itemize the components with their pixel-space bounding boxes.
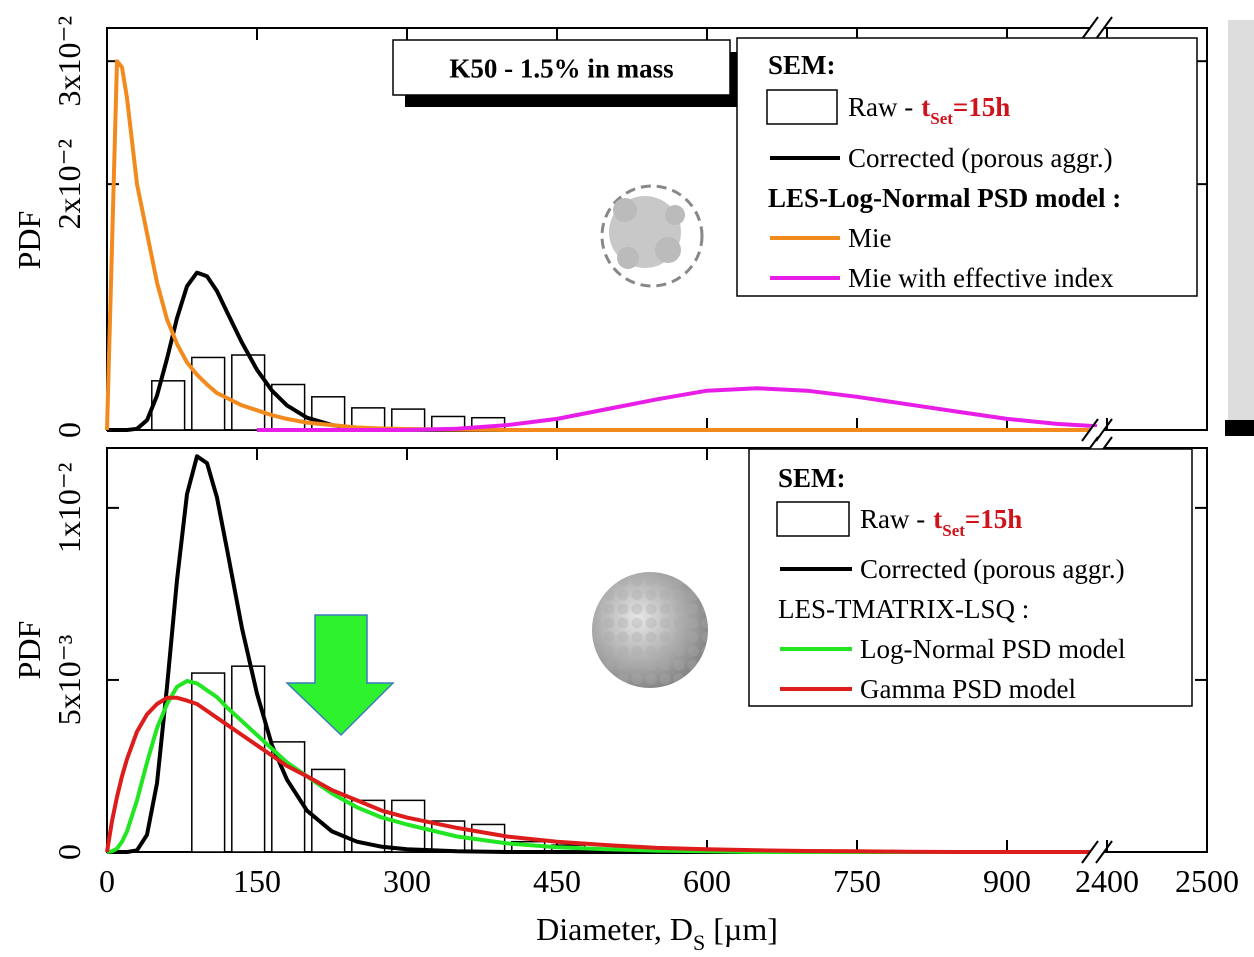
legend-swatch <box>766 89 838 125</box>
x-axis-label-text: Diameter, D <box>536 911 693 947</box>
legend-heading: SEM: <box>768 50 836 80</box>
legend-time-value: =15h <box>953 92 1010 122</box>
x-tick-label: 750 <box>833 863 881 899</box>
histogram-bar <box>231 665 266 853</box>
legend-label: Raw - tSet=15h <box>848 92 1010 128</box>
legend-label: Gamma PSD model <box>860 674 1076 704</box>
legend-label: Mie with effective index <box>848 263 1114 293</box>
y-tick-label: 0 <box>51 844 87 860</box>
axis-break-mark <box>1081 16 1099 40</box>
legend-label-text: Mie <box>848 223 892 253</box>
legend-label-text: Corrected (porous aggr.) <box>860 554 1125 584</box>
axis-break-mark <box>1095 418 1113 442</box>
x-axis-label: Diameter, DS [µm] <box>536 911 778 955</box>
x-tick-label: 300 <box>383 863 431 899</box>
legend-label-text: Gamma PSD model <box>860 674 1076 704</box>
x-tick-label: 2500 <box>1175 863 1239 899</box>
sphere-icon <box>592 572 708 688</box>
x-tick-label: 900 <box>983 863 1031 899</box>
legend-label-text: Corrected (porous aggr.) <box>848 143 1113 173</box>
series-line <box>105 695 1097 854</box>
axis-break-mark <box>1095 840 1113 864</box>
legend-box <box>736 37 1198 297</box>
x-tick-label: 450 <box>533 863 581 899</box>
legend-swatch <box>776 501 850 537</box>
axis-break-gap <box>1090 25 1104 31</box>
annotation-box <box>392 39 731 96</box>
axis-break-gap <box>1090 445 1104 451</box>
y-axis-label: PDF <box>11 211 47 270</box>
x-tick-label: 2400 <box>1075 863 1139 899</box>
legend-time-sub: Set <box>942 521 965 540</box>
legend-time-sub: Set <box>930 109 953 128</box>
legend-label: Raw - tSet=15h <box>860 504 1022 540</box>
axis-break-mark <box>1081 840 1099 864</box>
legend-box <box>748 448 1193 707</box>
x-axis-label-unit: [µm] <box>713 911 778 947</box>
x-axis-label-sub: S <box>693 930 705 955</box>
legend-heading: SEM: <box>778 463 846 493</box>
y-tick-label: 3x10⁻² <box>51 16 87 106</box>
y-tick-label: 1x10⁻² <box>51 463 87 553</box>
legend-label-text: Raw - <box>848 92 913 122</box>
legend-heading: LES-TMATRIX-LSQ : <box>778 594 1029 624</box>
axis-break-mark <box>1095 16 1113 40</box>
x-tick-label: 600 <box>683 863 731 899</box>
legend-label: Log-Normal PSD model <box>860 634 1125 664</box>
annotation: K50 - 1.5% in mass <box>449 54 673 84</box>
y-tick-label: 2x10⁻² <box>51 139 87 229</box>
legend-label: Corrected (porous aggr.) <box>848 143 1113 173</box>
series-line <box>105 59 1097 432</box>
series-line <box>257 386 1098 432</box>
y-tick-label: 5x10⁻³ <box>51 635 87 725</box>
legend-label: Mie <box>848 223 892 253</box>
legend-label-text: Mie with effective index <box>848 263 1114 293</box>
side-image <box>1228 20 1254 420</box>
legend-heading: LES-Log-Normal PSD model : <box>768 183 1121 213</box>
highlight-arrow <box>285 614 395 737</box>
legend-time: t <box>921 92 930 122</box>
y-axis-label: PDF <box>11 621 47 680</box>
aggregate-icon <box>600 184 704 288</box>
x-tick-label: 0 <box>99 863 115 899</box>
legend-time: t <box>933 504 942 534</box>
legend-label-text: Raw - <box>860 504 925 534</box>
axis-break-mark <box>1081 418 1099 442</box>
axis-break-gap <box>1090 427 1104 433</box>
side-image-bar <box>1225 420 1254 436</box>
y-tick-label: 0 <box>51 422 87 438</box>
axis-break-gap <box>1090 849 1104 855</box>
histogram-bar <box>151 380 186 431</box>
legend-time-value: =15h <box>965 504 1022 534</box>
x-tick-label: 150 <box>233 863 281 899</box>
histogram-bar <box>231 354 266 431</box>
legend-label-text: Log-Normal PSD model <box>860 634 1125 664</box>
legend-label: Corrected (porous aggr.) <box>860 554 1125 584</box>
